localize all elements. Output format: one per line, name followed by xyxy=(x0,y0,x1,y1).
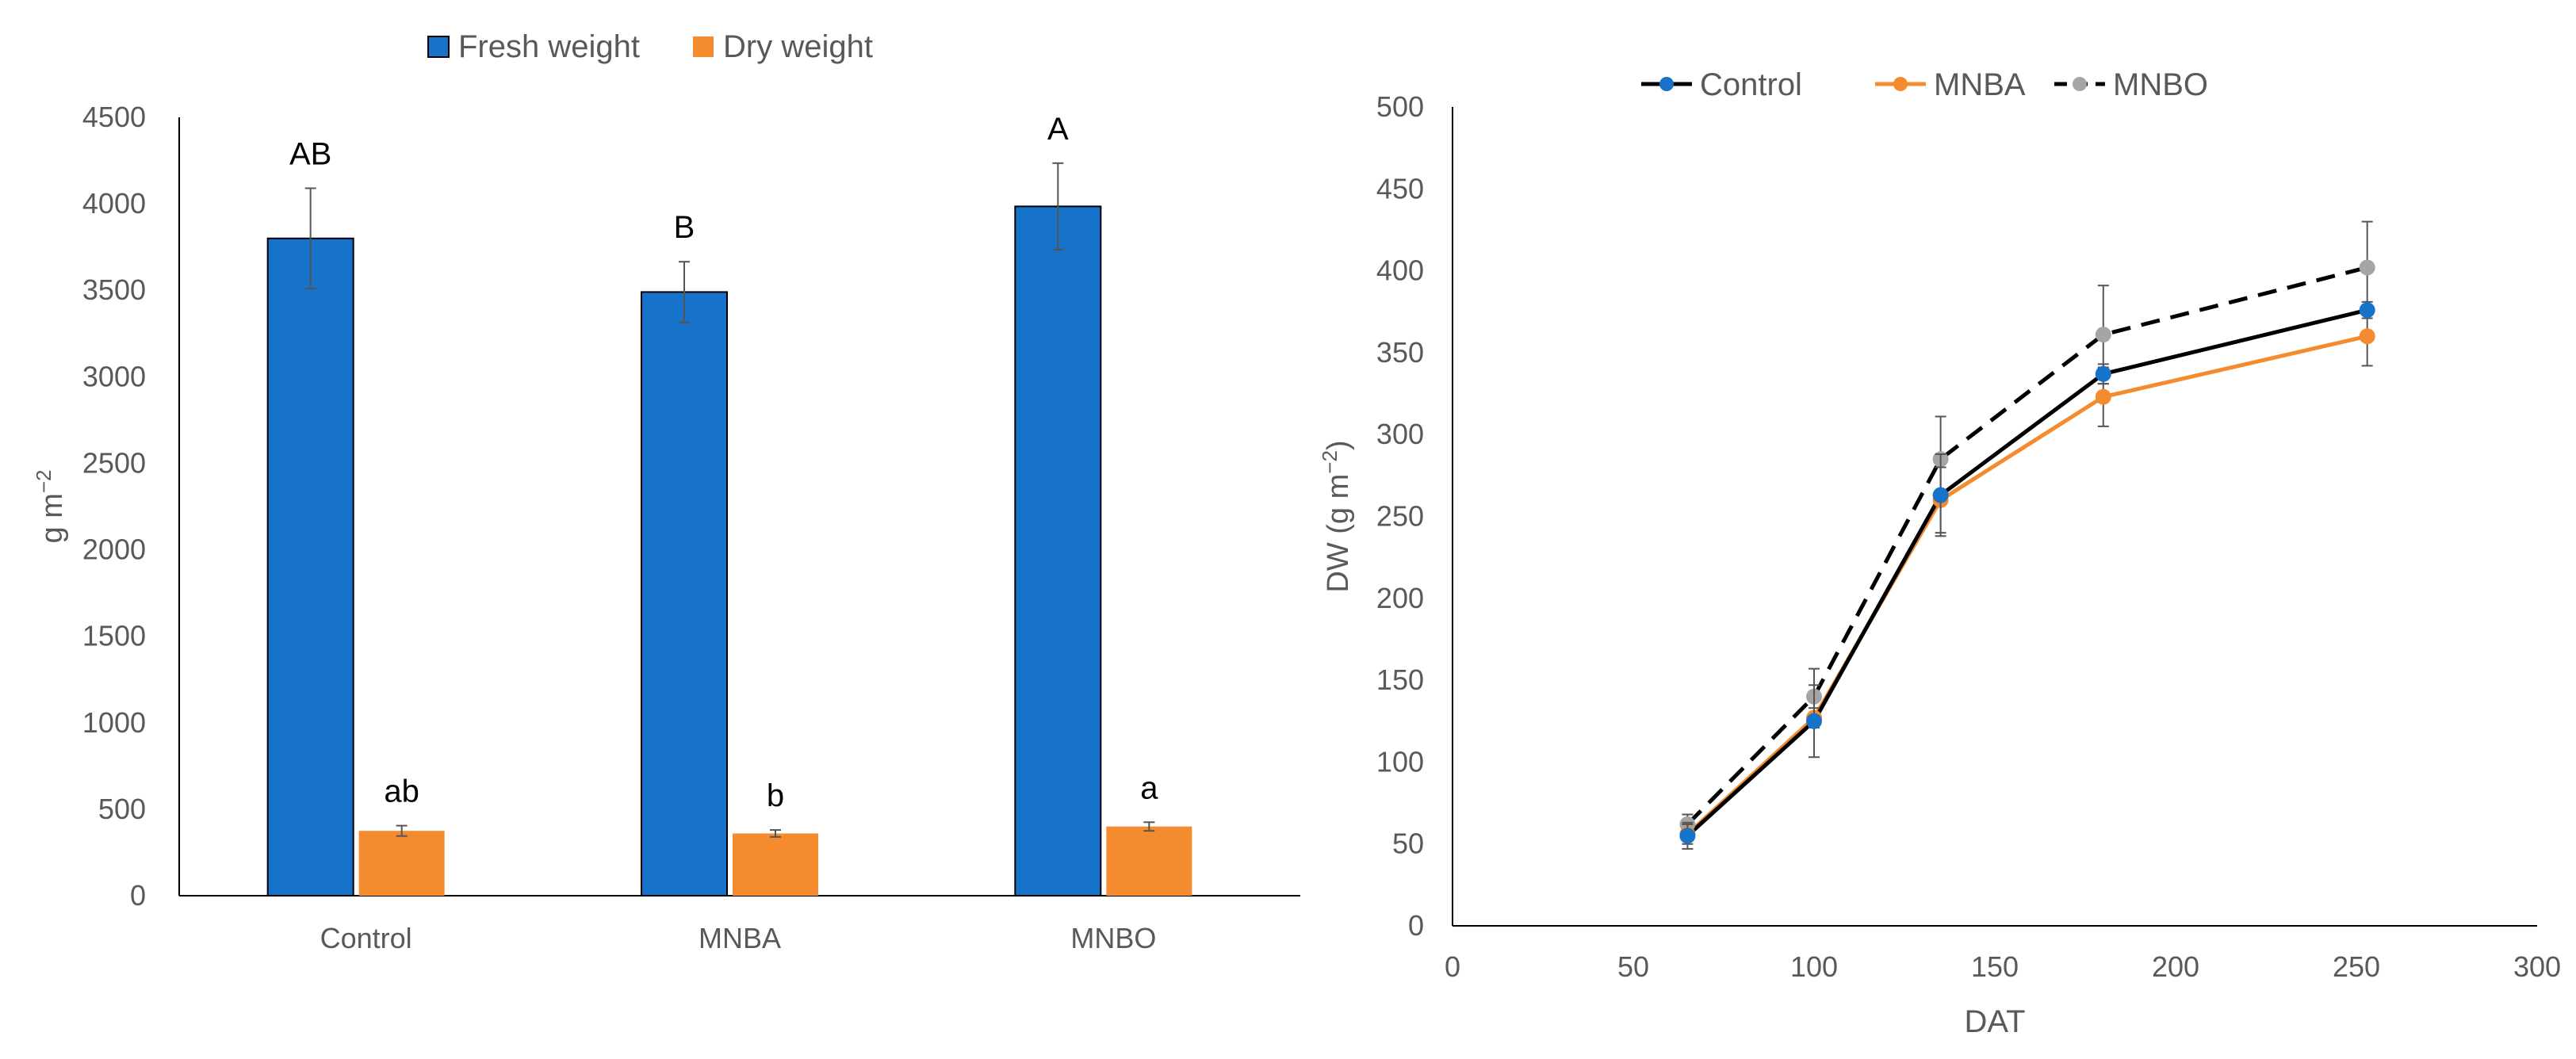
y-axis-title-superscript: −2 xyxy=(1318,450,1342,474)
bar xyxy=(1014,205,1102,897)
series-line xyxy=(1686,308,2368,838)
bar xyxy=(1106,826,1192,896)
y-tick-label: 4000 xyxy=(82,187,146,220)
y-tick-label: 3500 xyxy=(82,273,146,306)
data-point xyxy=(2095,365,2111,382)
x-tick-label: 300 xyxy=(2513,950,2561,983)
x-tick-label: MNBA xyxy=(699,922,781,954)
y-tick-label: 1500 xyxy=(82,620,146,652)
data-point xyxy=(1679,828,1696,844)
y-tick-label: 2500 xyxy=(82,446,146,479)
legend-swatch xyxy=(693,36,714,57)
data-point xyxy=(1932,487,1949,503)
bar xyxy=(358,831,445,896)
y-axis-title: g m−2 xyxy=(32,469,69,543)
x-tick-label: 0 xyxy=(1445,950,1460,983)
y-tick-label: 0 xyxy=(130,879,146,912)
bar xyxy=(641,291,728,897)
y-tick-label: 0 xyxy=(1408,909,1424,942)
y-tick-label: 50 xyxy=(1392,828,1424,860)
y-tick-label: 400 xyxy=(1376,254,1424,287)
legend-marker xyxy=(2073,77,2087,91)
x-axis-title: DAT xyxy=(1964,1004,2025,1039)
significance-letter: ab xyxy=(384,774,419,809)
y-axis-title: DW (g m−2) xyxy=(1318,440,1355,592)
legend-marker xyxy=(1659,77,1674,91)
y-axis-title-suffix: ) xyxy=(1322,440,1355,450)
y-tick-label: 300 xyxy=(1376,418,1424,450)
y-tick-label: 200 xyxy=(1376,582,1424,614)
y-tick-label: 500 xyxy=(1376,90,1424,123)
legend-marker xyxy=(1893,77,1908,91)
bar xyxy=(733,833,818,896)
series-line xyxy=(1686,334,2368,836)
y-tick-label: 150 xyxy=(1376,663,1424,696)
data-point xyxy=(2359,259,2375,276)
y-tick-label: 500 xyxy=(98,793,146,825)
y-tick-label: 1000 xyxy=(82,706,146,739)
bar xyxy=(266,237,354,897)
line-chart: 0 50 100 150 200 250 300 350 400 450 500 0 50 100 150 2… xyxy=(1318,67,2561,1039)
legend-label: Dry weight xyxy=(723,29,873,64)
significance-letter: AB xyxy=(289,136,331,171)
data-point xyxy=(2095,388,2111,405)
y-tick-label: 250 xyxy=(1376,500,1424,533)
legend-label: MNBO xyxy=(2113,67,2208,102)
x-tick-label: 250 xyxy=(2333,950,2380,983)
significance-letter: a xyxy=(1140,770,1158,805)
x-tick-label: 150 xyxy=(1971,950,2019,983)
x-tick-label: 100 xyxy=(1790,950,1838,983)
data-point xyxy=(2095,327,2111,343)
significance-letter: B xyxy=(674,210,695,245)
y-tick-label: 450 xyxy=(1376,172,1424,205)
x-tick-label: 50 xyxy=(1617,950,1649,983)
legend-label: Fresh weight xyxy=(458,29,640,64)
legend-swatch xyxy=(427,36,450,58)
y-axis-title-superscript: −2 xyxy=(32,469,56,493)
y-tick-label: 4500 xyxy=(82,101,146,133)
legend-label: MNBA xyxy=(1934,67,2026,102)
significance-letter: b xyxy=(767,778,784,813)
x-tick-label: Control xyxy=(320,922,412,954)
bar-chart: 0 500 1000 1500 2000 2500 3000 3500 4000 4500 g m−… xyxy=(32,29,1300,954)
data-point xyxy=(2359,328,2375,345)
y-tick-label: 100 xyxy=(1376,745,1424,778)
data-point xyxy=(1806,713,1822,729)
legend-label: Control xyxy=(1700,67,1802,102)
y-tick-label: 3000 xyxy=(82,360,146,392)
significance-letter: A xyxy=(1047,112,1069,147)
data-point xyxy=(2359,302,2375,319)
x-tick-label: MNBO xyxy=(1070,922,1156,954)
y-tick-label: 2000 xyxy=(82,533,146,566)
y-tick-label: 350 xyxy=(1376,336,1424,369)
x-tick-label: 200 xyxy=(2152,950,2199,983)
